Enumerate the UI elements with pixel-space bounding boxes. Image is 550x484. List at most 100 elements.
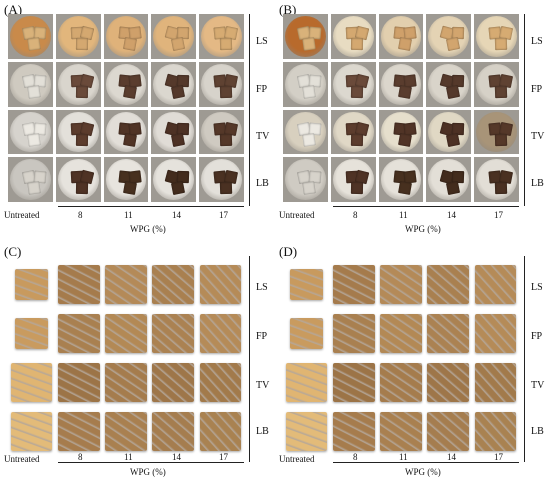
row-label-tv: TV — [531, 380, 545, 391]
dish-photo — [474, 61, 519, 107]
petri-dish — [153, 16, 195, 57]
col-label-14: 14 — [172, 452, 181, 462]
col-label-17: 17 — [219, 452, 228, 462]
col-label-8: 8 — [353, 452, 358, 462]
wood-specimen — [445, 180, 460, 195]
wood-block — [333, 314, 375, 353]
wood-specimen — [170, 180, 185, 195]
dish-photo — [283, 109, 328, 155]
dish-photo — [8, 61, 53, 107]
dish-photo — [474, 157, 519, 202]
petri-dish — [285, 111, 326, 153]
dish-photo — [378, 61, 424, 107]
panel-a: (A) LS FP TV LB Untreated 8 11 14 17 WPG… — [0, 0, 275, 242]
wood-block — [333, 412, 375, 451]
col-label-17: 17 — [494, 452, 503, 462]
x-axis-label: WPG (%) — [130, 467, 166, 477]
wood-block — [105, 412, 147, 451]
dish-photo — [55, 157, 101, 202]
wood-block — [10, 412, 53, 451]
x-axis-label: WPG (%) — [405, 467, 441, 477]
col-label-11: 11 — [399, 210, 408, 220]
petri-dish — [476, 159, 517, 200]
wood-specimen — [27, 133, 42, 147]
petri-dish — [10, 111, 51, 153]
wood-specimen — [76, 86, 89, 99]
wood-specimen — [27, 180, 42, 195]
wood-block — [10, 363, 53, 402]
wood-block — [105, 314, 147, 353]
petri-dish — [428, 111, 470, 153]
dish-photo — [103, 157, 149, 202]
row-divider-line — [249, 14, 250, 206]
wood-specimen — [219, 133, 232, 147]
dish-photo — [426, 61, 472, 107]
row-label-tv: TV — [531, 131, 545, 142]
row-label-fp: FP — [531, 331, 543, 342]
dish-photo — [330, 109, 376, 155]
wood-specimen — [122, 85, 137, 100]
dish-photo — [283, 14, 328, 59]
petri-dish — [332, 111, 374, 153]
wood-block — [152, 265, 194, 304]
petri-dish — [153, 63, 195, 105]
row-label-fp: FP — [256, 331, 268, 342]
panel-c: (C) LS FP TV LB Untreated 8 11 14 17 WPG… — [0, 242, 275, 484]
wood-block — [285, 412, 328, 451]
column-axis-line — [58, 206, 244, 207]
col-label-14: 14 — [447, 210, 456, 220]
dish-photo — [283, 157, 328, 202]
petri-dish — [380, 16, 422, 57]
dish-photo — [103, 61, 149, 107]
petri-dish — [10, 16, 51, 57]
petri-dish — [332, 16, 374, 57]
petri-dish — [105, 159, 147, 200]
petri-dish — [285, 63, 326, 105]
petri-dish — [428, 159, 470, 200]
petri-dish — [476, 16, 517, 57]
wood-block — [290, 269, 324, 300]
petri-dish — [332, 159, 374, 200]
panel-d: (D) LS FP TV LB Untreated 8 11 14 17 WPG… — [275, 242, 550, 484]
wood-specimen — [302, 37, 317, 52]
dish-photo — [426, 109, 472, 155]
petri-dish — [10, 159, 51, 200]
wood-block — [199, 265, 242, 304]
dish-photo — [330, 14, 376, 59]
wood-block — [474, 363, 517, 402]
col-label-untreated: Untreated — [4, 210, 40, 220]
wood-block — [333, 363, 375, 402]
dish-grid — [283, 14, 519, 202]
petri-dish — [153, 111, 195, 153]
row-divider-line — [524, 256, 525, 462]
wood-specimen — [397, 85, 412, 100]
petri-dish — [57, 16, 99, 57]
dish-photo — [378, 157, 424, 202]
dish-photo — [199, 14, 244, 59]
wood-specimen — [76, 38, 89, 51]
row-label-fp: FP — [531, 84, 543, 95]
dish-grid — [8, 14, 244, 202]
col-label-17: 17 — [494, 210, 503, 220]
petri-dish — [57, 111, 99, 153]
wood-block — [427, 363, 469, 402]
x-axis-label: WPG (%) — [130, 224, 166, 234]
wood-specimen — [494, 38, 507, 51]
dish-photo — [199, 61, 244, 107]
wood-block — [380, 412, 422, 451]
wood-block — [58, 265, 100, 304]
wood-block — [58, 412, 100, 451]
petri-dish — [201, 159, 242, 200]
dish-photo — [426, 157, 472, 202]
dish-photo — [55, 61, 101, 107]
wood-specimen — [397, 180, 412, 195]
dish-photo — [378, 14, 424, 59]
wood-block — [152, 363, 194, 402]
petri-dish — [332, 63, 374, 105]
dish-photo — [330, 157, 376, 202]
row-label-ls: LS — [531, 36, 543, 47]
wood-specimen — [219, 85, 232, 99]
col-label-11: 11 — [124, 210, 133, 220]
wood-specimen — [302, 180, 317, 195]
petri-dish — [380, 159, 422, 200]
